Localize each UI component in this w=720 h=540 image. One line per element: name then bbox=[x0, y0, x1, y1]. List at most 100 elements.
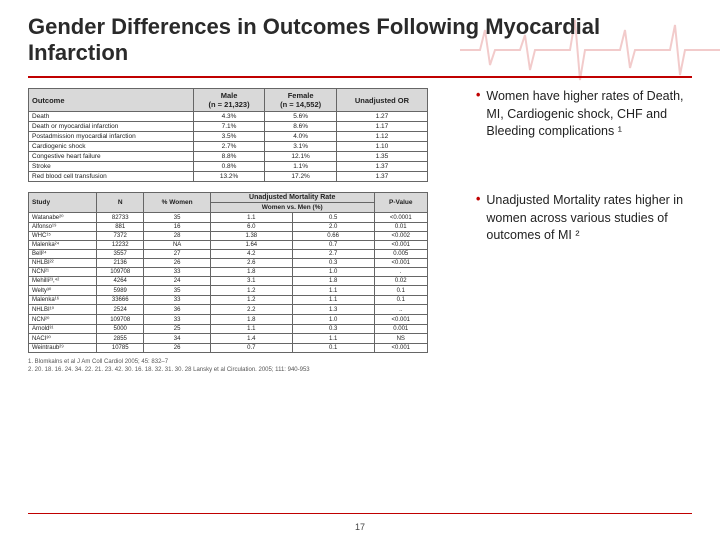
slide-title: Gender Differences in Outcomes Following… bbox=[0, 0, 720, 70]
table-row: Death4.3%5.6%1.27 bbox=[29, 112, 428, 122]
th-mortality-span: Unadjusted Mortality Rate bbox=[210, 193, 374, 203]
table-cell: NCN²¹ bbox=[29, 268, 97, 277]
bullet-dot-icon: • bbox=[476, 88, 480, 141]
table-cell: 35 bbox=[144, 213, 211, 223]
table-cell: 28 bbox=[144, 232, 211, 241]
table-cell: 0.3 bbox=[292, 325, 374, 334]
table-cell: 4.0% bbox=[265, 132, 337, 142]
table-cell: 1.1 bbox=[292, 334, 374, 344]
th-pctwomen: % Women bbox=[144, 193, 211, 213]
table-cell: 82733 bbox=[97, 213, 144, 223]
table-cell: 35 bbox=[144, 286, 211, 296]
table-row: Welty³⁰5989351.21.10.1 bbox=[29, 286, 428, 296]
table-cell: 1.1 bbox=[210, 325, 292, 334]
table-cell: <0.001 bbox=[374, 241, 427, 250]
table-cell: 1.37 bbox=[336, 162, 427, 172]
table-cell: 0.1 bbox=[292, 344, 374, 353]
table-cell: 0.1 bbox=[374, 296, 427, 305]
table-cell: 1.0 bbox=[292, 268, 374, 277]
table-cell: 0.001 bbox=[374, 325, 427, 334]
table-row: NCN²¹109708331.81.0. bbox=[29, 268, 428, 277]
table-cell: 3.5% bbox=[193, 132, 265, 142]
table-cell: 12.1% bbox=[265, 152, 337, 162]
table-cell: 26 bbox=[144, 344, 211, 353]
table-cell: Alfonso¹⁹ bbox=[29, 223, 97, 232]
table-cell: 24 bbox=[144, 277, 211, 286]
th-pvalue: P-Value bbox=[374, 193, 427, 213]
table-row: Stroke0.8%1.1%1.37 bbox=[29, 162, 428, 172]
table-cell: 0.7 bbox=[292, 241, 374, 250]
table-cell: 2136 bbox=[97, 259, 144, 268]
table-cell: NHLBI²² bbox=[29, 259, 97, 268]
table-row: Death or myocardial infarction7.1%8.6%1.… bbox=[29, 122, 428, 132]
page-number: 17 bbox=[0, 522, 720, 532]
table-row: NHLBI¹⁰2524362.21.3.. bbox=[29, 305, 428, 315]
table-cell: 881 bbox=[97, 223, 144, 232]
table-cell: 0.3 bbox=[292, 259, 374, 268]
table-cell: .. bbox=[374, 305, 427, 315]
bullet-1: • Women have higher rates of Death, MI, … bbox=[476, 88, 692, 141]
table-cell: 1.1 bbox=[292, 296, 374, 305]
table-cell: 1.10 bbox=[336, 142, 427, 152]
ref-1: 1. Blomkalns et al J Am Coll Cardiol 200… bbox=[28, 359, 462, 367]
table-cell: 25 bbox=[144, 325, 211, 334]
table-cell: 1.17 bbox=[336, 122, 427, 132]
table-cell: 2.7% bbox=[193, 142, 265, 152]
table-cell: Cardiogenic shock bbox=[29, 142, 194, 152]
table-cell: Watanabe²⁰ bbox=[29, 213, 97, 223]
table-cell: 109708 bbox=[97, 268, 144, 277]
table-cell: Postadmission myocardial infarction bbox=[29, 132, 194, 142]
table-cell: . bbox=[374, 268, 427, 277]
table-cell: 2.7 bbox=[292, 250, 374, 259]
table-cell: 33666 bbox=[97, 296, 144, 305]
th-study: Study bbox=[29, 193, 97, 213]
footer-rule bbox=[28, 513, 692, 514]
table-cell: NCN²⁰ bbox=[29, 315, 97, 325]
table-cell: Weintraub²⁹ bbox=[29, 344, 97, 353]
table-cell: WHC¹⁵ bbox=[29, 232, 97, 241]
table-cell: 5000 bbox=[97, 325, 144, 334]
table-cell: 6.0 bbox=[210, 223, 292, 232]
table-cell: 34 bbox=[144, 334, 211, 344]
table-cell: Mehilli²³,⁴² bbox=[29, 277, 97, 286]
table-row: Watanabe²⁰82733351.10.5<0.0001 bbox=[29, 213, 428, 223]
table-cell: 1.38 bbox=[210, 232, 292, 241]
study-table: Study N % Women Unadjusted Mortality Rat… bbox=[28, 192, 428, 353]
table-cell: 0.5 bbox=[292, 213, 374, 223]
table-row: NHLBI²²2136262.60.3<0.001 bbox=[29, 259, 428, 268]
table-cell: NS bbox=[374, 334, 427, 344]
table-row: Weintraub²⁹10785260.70.1<0.001 bbox=[29, 344, 428, 353]
table-cell: 2.0 bbox=[292, 223, 374, 232]
table-cell: 33 bbox=[144, 315, 211, 325]
bullet-dot-icon: • bbox=[476, 192, 480, 245]
table-cell: 5989 bbox=[97, 286, 144, 296]
table-cell: 1.27 bbox=[336, 112, 427, 122]
table-cell: 8.6% bbox=[265, 122, 337, 132]
table-cell: 7.1% bbox=[193, 122, 265, 132]
table-cell: 8.8% bbox=[193, 152, 265, 162]
table-cell: 3.1% bbox=[265, 142, 337, 152]
table-cell: <0.001 bbox=[374, 315, 427, 325]
table-row: WHC¹⁵7372281.380.66<0.002 bbox=[29, 232, 428, 241]
table-row: NACI³⁰2855341.41.1NS bbox=[29, 334, 428, 344]
table-cell: 5.6% bbox=[265, 112, 337, 122]
table-cell: 26 bbox=[144, 259, 211, 268]
table-cell: 4.2 bbox=[210, 250, 292, 259]
table-cell: 1.1% bbox=[265, 162, 337, 172]
table-cell: Congestive heart failure bbox=[29, 152, 194, 162]
table-cell: 27 bbox=[144, 250, 211, 259]
table-row: Alfonso¹⁹881166.02.00.01 bbox=[29, 223, 428, 232]
ref-2: 2. 20. 18. 16. 24. 34. 22. 21. 23. 42. 3… bbox=[28, 367, 462, 375]
table-cell: 1.0 bbox=[292, 315, 374, 325]
outcome-table: Outcome Male (n = 21,323) Female (n = 14… bbox=[28, 88, 428, 182]
table-cell: 0.66 bbox=[292, 232, 374, 241]
table-cell: 17.2% bbox=[265, 172, 337, 182]
table-cell: 0.005 bbox=[374, 250, 427, 259]
table-cell: 1.64 bbox=[210, 241, 292, 250]
table-cell: <0.001 bbox=[374, 259, 427, 268]
table-cell: Welty³⁰ bbox=[29, 286, 97, 296]
table-cell: 10785 bbox=[97, 344, 144, 353]
table-cell: 1.2 bbox=[210, 286, 292, 296]
table-cell: 16 bbox=[144, 223, 211, 232]
table-cell: 2.6 bbox=[210, 259, 292, 268]
